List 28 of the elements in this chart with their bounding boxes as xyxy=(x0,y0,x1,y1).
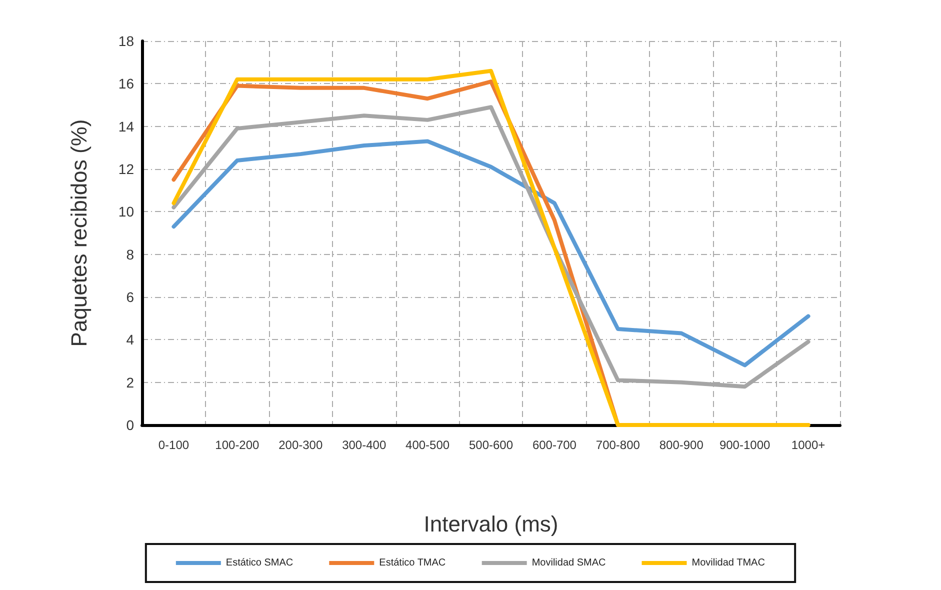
x-tick-label: 1000+ xyxy=(791,438,826,452)
x-tick-label: 0-100 xyxy=(158,438,190,452)
line-series xyxy=(172,139,810,368)
x-tick-label: 700-800 xyxy=(596,438,640,452)
x-tick-label: 400-500 xyxy=(406,438,450,452)
x-tick-label: 800-900 xyxy=(659,438,704,452)
y-tick-label: 14 xyxy=(118,118,134,134)
legend-label: Movilidad TMAC xyxy=(692,558,765,568)
x-tick-label: 100-200 xyxy=(215,438,260,452)
y-tick-label: 12 xyxy=(118,161,134,177)
legend-label: Estático TMAC xyxy=(379,558,446,568)
y-tick-label: 16 xyxy=(118,76,134,92)
y-tick-label: 6 xyxy=(126,289,134,305)
y-axis-title: Paquetes recibidos (%) xyxy=(66,119,92,347)
y-tick-label: 8 xyxy=(126,246,134,262)
x-tick-label: 600-700 xyxy=(532,438,577,452)
x-tick-label: 200-300 xyxy=(278,438,323,452)
x-tick-label: 900-1000 xyxy=(719,438,770,452)
x-tick-label: 300-400 xyxy=(342,438,386,452)
y-tick-label: 18 xyxy=(118,33,134,49)
legend-label: Movilidad SMAC xyxy=(532,558,606,568)
y-tick-label: 10 xyxy=(118,204,134,220)
x-axis-title: Intervalo (ms) xyxy=(424,512,558,536)
y-tick-label: 0 xyxy=(126,417,134,433)
y-tick-label: 2 xyxy=(126,374,134,390)
y-tick-label: 4 xyxy=(126,332,134,348)
x-tick-label: 500-600 xyxy=(468,438,514,452)
legend-label: Estático SMAC xyxy=(226,558,294,568)
